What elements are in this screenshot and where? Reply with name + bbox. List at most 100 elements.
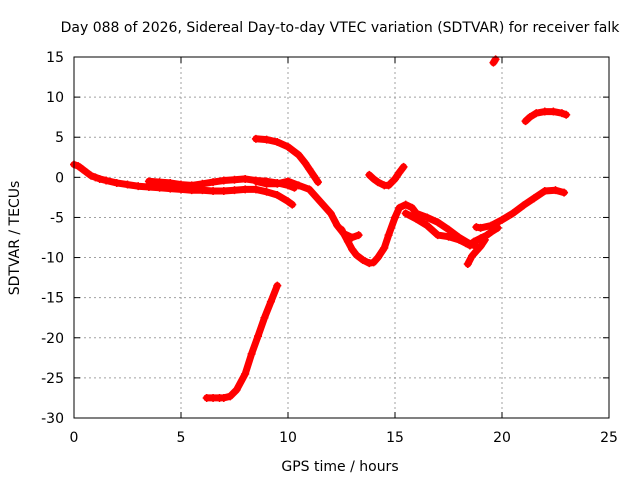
- data-point: [262, 135, 271, 144]
- series-outlier: [489, 55, 500, 67]
- data-point: [305, 185, 314, 194]
- data-point: [487, 221, 496, 230]
- series-rise-right-spread: [463, 235, 489, 268]
- data-point: [230, 186, 239, 195]
- data-point: [530, 194, 539, 203]
- x-axis-label: GPS time / hours: [281, 459, 398, 475]
- data-point: [343, 237, 352, 246]
- data-point: [209, 178, 218, 187]
- data-point: [82, 168, 91, 177]
- data-point: [144, 177, 153, 186]
- data-point: [284, 142, 292, 151]
- series-bottom-arc: [202, 281, 282, 402]
- data-point: [187, 181, 196, 190]
- data-point: [408, 203, 417, 212]
- data-point: [476, 242, 485, 251]
- data-point: [348, 245, 357, 254]
- data-point: [177, 180, 185, 189]
- x-tick-label: 25: [600, 430, 618, 446]
- plot-frame: [73, 56, 610, 419]
- data-point: [241, 185, 250, 194]
- data-point: [273, 138, 282, 147]
- series-rise-right: [472, 186, 569, 232]
- data-point: [369, 258, 378, 267]
- data-point: [384, 181, 393, 190]
- data-point: [465, 241, 474, 250]
- data-point: [112, 178, 121, 187]
- x-tick-label: 20: [493, 430, 511, 446]
- data-point: [78, 165, 87, 174]
- data-point: [395, 203, 404, 212]
- data-point: [399, 162, 408, 171]
- data-point: [412, 215, 421, 224]
- data-point: [401, 200, 410, 209]
- data-point: [198, 179, 207, 188]
- data-point: [373, 178, 382, 187]
- data-point: [444, 225, 453, 234]
- data-point: [102, 176, 111, 185]
- data-point: [455, 235, 464, 244]
- data-point: [521, 117, 530, 126]
- y-tick-label: 5: [55, 130, 64, 146]
- data-point: [273, 179, 282, 188]
- series-top-right: [521, 107, 571, 126]
- series-arc-2-high: [251, 134, 322, 187]
- y-tick-label: 15: [46, 50, 64, 66]
- data-point: [316, 197, 325, 206]
- x-tick-label: 15: [386, 430, 404, 446]
- data-point: [74, 162, 83, 171]
- data-point: [230, 175, 239, 184]
- data-point: [395, 168, 404, 177]
- y-tick-label: -25: [41, 371, 64, 387]
- data-point: [352, 251, 361, 260]
- data-point: [470, 237, 479, 246]
- y-tick-label: -20: [41, 331, 64, 347]
- data-point: [508, 209, 517, 218]
- data-point: [95, 174, 104, 183]
- data-point: [251, 177, 260, 186]
- y-tick-label: -5: [50, 210, 64, 226]
- data-point: [540, 107, 549, 116]
- data-point: [288, 200, 297, 209]
- data-point: [384, 231, 393, 240]
- data-point: [166, 178, 175, 187]
- data-point: [463, 259, 472, 268]
- x-tick-label: 5: [177, 430, 186, 446]
- data-point: [232, 385, 241, 394]
- data-point: [326, 209, 335, 218]
- y-tick-label: 0: [55, 170, 64, 186]
- data-point: [309, 171, 318, 180]
- series-short-arc: [365, 162, 408, 190]
- data-point: [468, 251, 477, 260]
- y-tick-label: 10: [46, 90, 64, 106]
- data-point: [423, 213, 432, 222]
- data-point: [380, 243, 389, 252]
- data-point: [262, 187, 271, 196]
- data-point: [251, 134, 260, 143]
- data-point: [519, 201, 528, 210]
- data-point: [423, 221, 432, 230]
- data-point: [155, 178, 164, 187]
- series-trace: [472, 186, 568, 232]
- data-point: [551, 186, 560, 195]
- grid-layer: [74, 57, 609, 418]
- chart-title: Day 088 of 2026, Sidereal Day-to-day VTE…: [61, 20, 621, 36]
- data-point: [498, 215, 506, 224]
- data-point: [251, 185, 260, 194]
- data-point: [369, 174, 378, 183]
- data-point: [254, 332, 263, 341]
- data-point: [87, 171, 96, 180]
- data-point: [525, 113, 534, 122]
- data-point: [266, 297, 275, 306]
- data-point: [123, 180, 132, 189]
- data-point: [444, 232, 453, 241]
- series-trace: [252, 135, 322, 186]
- x-tick-label: 10: [279, 430, 297, 446]
- data-point: [284, 177, 292, 186]
- data-point: [219, 176, 228, 185]
- y-tick-label: -15: [41, 291, 64, 307]
- data-point: [337, 225, 346, 234]
- y-tick-label: -30: [41, 411, 64, 427]
- series-trace: [203, 282, 281, 402]
